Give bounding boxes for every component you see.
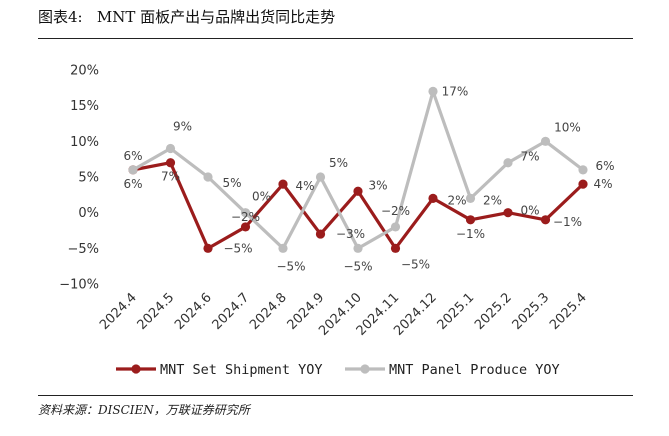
figure-title: 图表4: MNT 面板产出与品牌出货同比走势 (38, 8, 336, 26)
series-point (465, 193, 476, 203)
data-labels: 6% 7% −5% −2% 4% −3% 3% −5% 2% −1% 0% −1% 4% 6% 9% 5% 0%… (123, 84, 614, 273)
series-point (203, 243, 213, 253)
series-point (540, 215, 551, 225)
legend-label: MNT Panel Produce YOY (389, 362, 560, 378)
x-tick-label: 2025.3 (510, 290, 553, 333)
x-tick-label: 2024.7 (210, 290, 253, 333)
series-point (353, 243, 363, 253)
source-note: 资料来源：DISCIEN，万联证券研究所 (38, 403, 250, 417)
series-point (278, 179, 288, 189)
data-label: −5% (223, 241, 252, 255)
y-tick-label: −5% (67, 242, 99, 257)
series-point (240, 222, 251, 232)
data-label: −5% (401, 257, 430, 271)
footer-rule (38, 395, 633, 396)
data-label: 2% (483, 193, 502, 207)
data-label: 4% (593, 177, 612, 191)
data-label: −2% (231, 210, 260, 224)
series-layer (128, 86, 588, 253)
x-tick-label: 2024.4 (97, 290, 140, 333)
y-tick-label: 20% (70, 64, 99, 79)
series-point (353, 186, 363, 196)
data-label: 5% (222, 176, 241, 190)
series-point (315, 229, 326, 239)
series-point (315, 172, 326, 182)
figure-header: 图表4: MNT 面板产出与品牌出货同比走势 (38, 6, 633, 36)
series-point (240, 208, 251, 218)
series-point (203, 172, 213, 182)
series-point (390, 243, 401, 253)
data-label: −3% (336, 227, 365, 241)
series-line (132, 89, 584, 250)
series-point (578, 179, 588, 189)
series-point (278, 243, 288, 253)
data-label: 10% (554, 120, 581, 134)
data-label: 6% (595, 159, 614, 173)
data-label: −2% (381, 204, 410, 218)
legend-label: MNT Set Shipment YOY (160, 362, 323, 378)
legend: MNT Set Shipment YOY MNT Panel Produce YO… (116, 362, 560, 378)
data-label: 0% (252, 190, 271, 204)
y-tick-label: −10% (59, 278, 99, 293)
data-label: −5% (343, 259, 372, 273)
data-label: 6% (123, 177, 142, 191)
series-point (128, 165, 138, 175)
y-tick-label: 10% (70, 135, 99, 150)
data-label: −1% (456, 227, 485, 241)
series-point (503, 208, 513, 218)
series-point (390, 222, 401, 232)
series-point (165, 143, 176, 154)
data-label: 5% (329, 156, 348, 170)
x-tick-label: 2024.6 (172, 290, 215, 333)
data-label: 0% (520, 204, 539, 218)
y-tick-label: 5% (78, 171, 99, 186)
data-label: 2% (447, 193, 466, 207)
data-label: 3% (368, 178, 387, 192)
axes: −10%−5%0%5%10%15%20%2024.42024.52024.620… (59, 64, 590, 339)
series-point (503, 158, 513, 168)
data-label: −1% (553, 215, 582, 229)
header-rule (38, 38, 633, 39)
x-tick-label: 2025.4 (547, 290, 590, 333)
data-label: −5% (276, 259, 305, 273)
data-label: 7% (520, 150, 539, 164)
series-point (428, 86, 438, 96)
series-point (165, 158, 176, 168)
data-label: 7% (161, 170, 180, 184)
data-label: 4% (295, 179, 314, 193)
data-label: 6% (123, 149, 142, 163)
series-point (465, 215, 476, 225)
legend-marker (131, 364, 141, 374)
y-tick-label: 15% (70, 99, 99, 114)
x-tick-label: 2025.1 (435, 290, 478, 333)
x-tick-label: 2025.2 (472, 290, 515, 333)
x-tick-label: 2024.5 (135, 290, 178, 333)
series-point (540, 136, 551, 146)
legend-marker (360, 364, 370, 374)
data-label: 17% (442, 84, 469, 98)
series-point (578, 165, 588, 175)
data-label: 9% (173, 119, 192, 133)
series-point (428, 193, 438, 203)
y-tick-label: 0% (78, 206, 99, 221)
x-tick-label: 2024.8 (247, 290, 290, 333)
